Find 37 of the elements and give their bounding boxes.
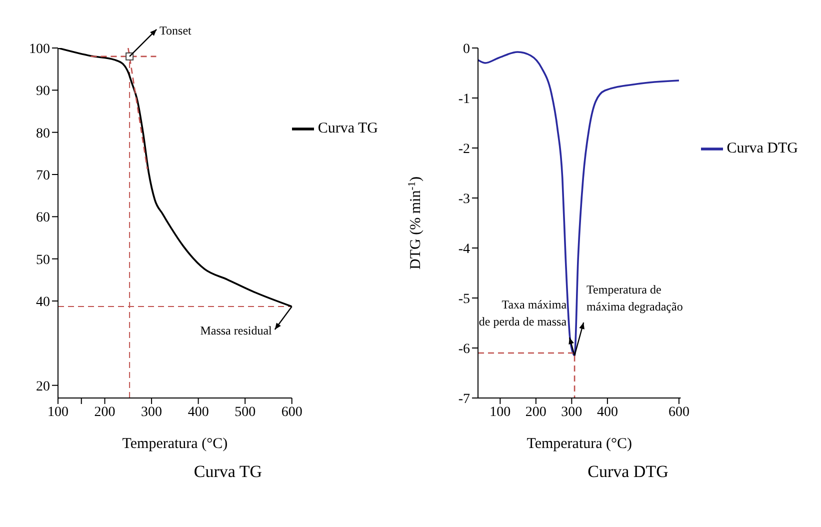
y-tick-label: -1 [458, 92, 470, 107]
annotation: Tonset [160, 23, 192, 38]
y-tick-label: -4 [458, 242, 470, 257]
y-tick-label: 90 [36, 84, 50, 100]
y-tick-label: 70 [36, 168, 50, 184]
y-tick-label: 20 [36, 379, 50, 394]
x-tick-label: 300 [141, 404, 162, 420]
y-tick-label: 100 [29, 42, 50, 57]
y-tick-label: -6 [458, 342, 470, 357]
x-tick-label: 600 [668, 404, 690, 420]
annotation: Taxa máxima de perda de massa [478, 298, 568, 328]
text: Curva DTG [586, 462, 670, 482]
x-tick-label: 500 [234, 404, 256, 420]
y-tick-label: 40 [36, 294, 50, 310]
x-axis-title: Temperatura (°C) [122, 436, 228, 452]
y-tick-label: -3 [458, 192, 470, 207]
y-tick-label: 60 [36, 210, 50, 226]
annotation: Massa residual [200, 323, 273, 338]
y-tick-label: 80 [36, 126, 50, 142]
x-axis-title: Temperatura (°C) [526, 436, 632, 452]
legend-label: Curva TG [318, 120, 378, 136]
x-tick-label: 100 [48, 404, 68, 420]
y-tick-label: 0 [463, 42, 470, 57]
y-tick-label: -7 [458, 392, 470, 407]
y-tick-label: -5 [458, 292, 470, 307]
x-tick-label: 100 [490, 404, 511, 420]
x-tick-label: 400 [188, 404, 209, 420]
legend-label: Curva DTG [726, 140, 798, 156]
annotation: Temperatura de máxima degradação [586, 282, 683, 314]
y-tick-label: 50 [36, 252, 50, 268]
x-tick-label: 600 [281, 404, 302, 420]
y-tick-label: -2 [458, 142, 470, 157]
x-tick-label: 200 [94, 404, 116, 420]
x-tick-label: 300 [561, 404, 582, 420]
text: Curva TG [192, 462, 264, 482]
x-tick-label: 400 [596, 404, 618, 420]
x-tick-label: 200 [525, 404, 546, 420]
